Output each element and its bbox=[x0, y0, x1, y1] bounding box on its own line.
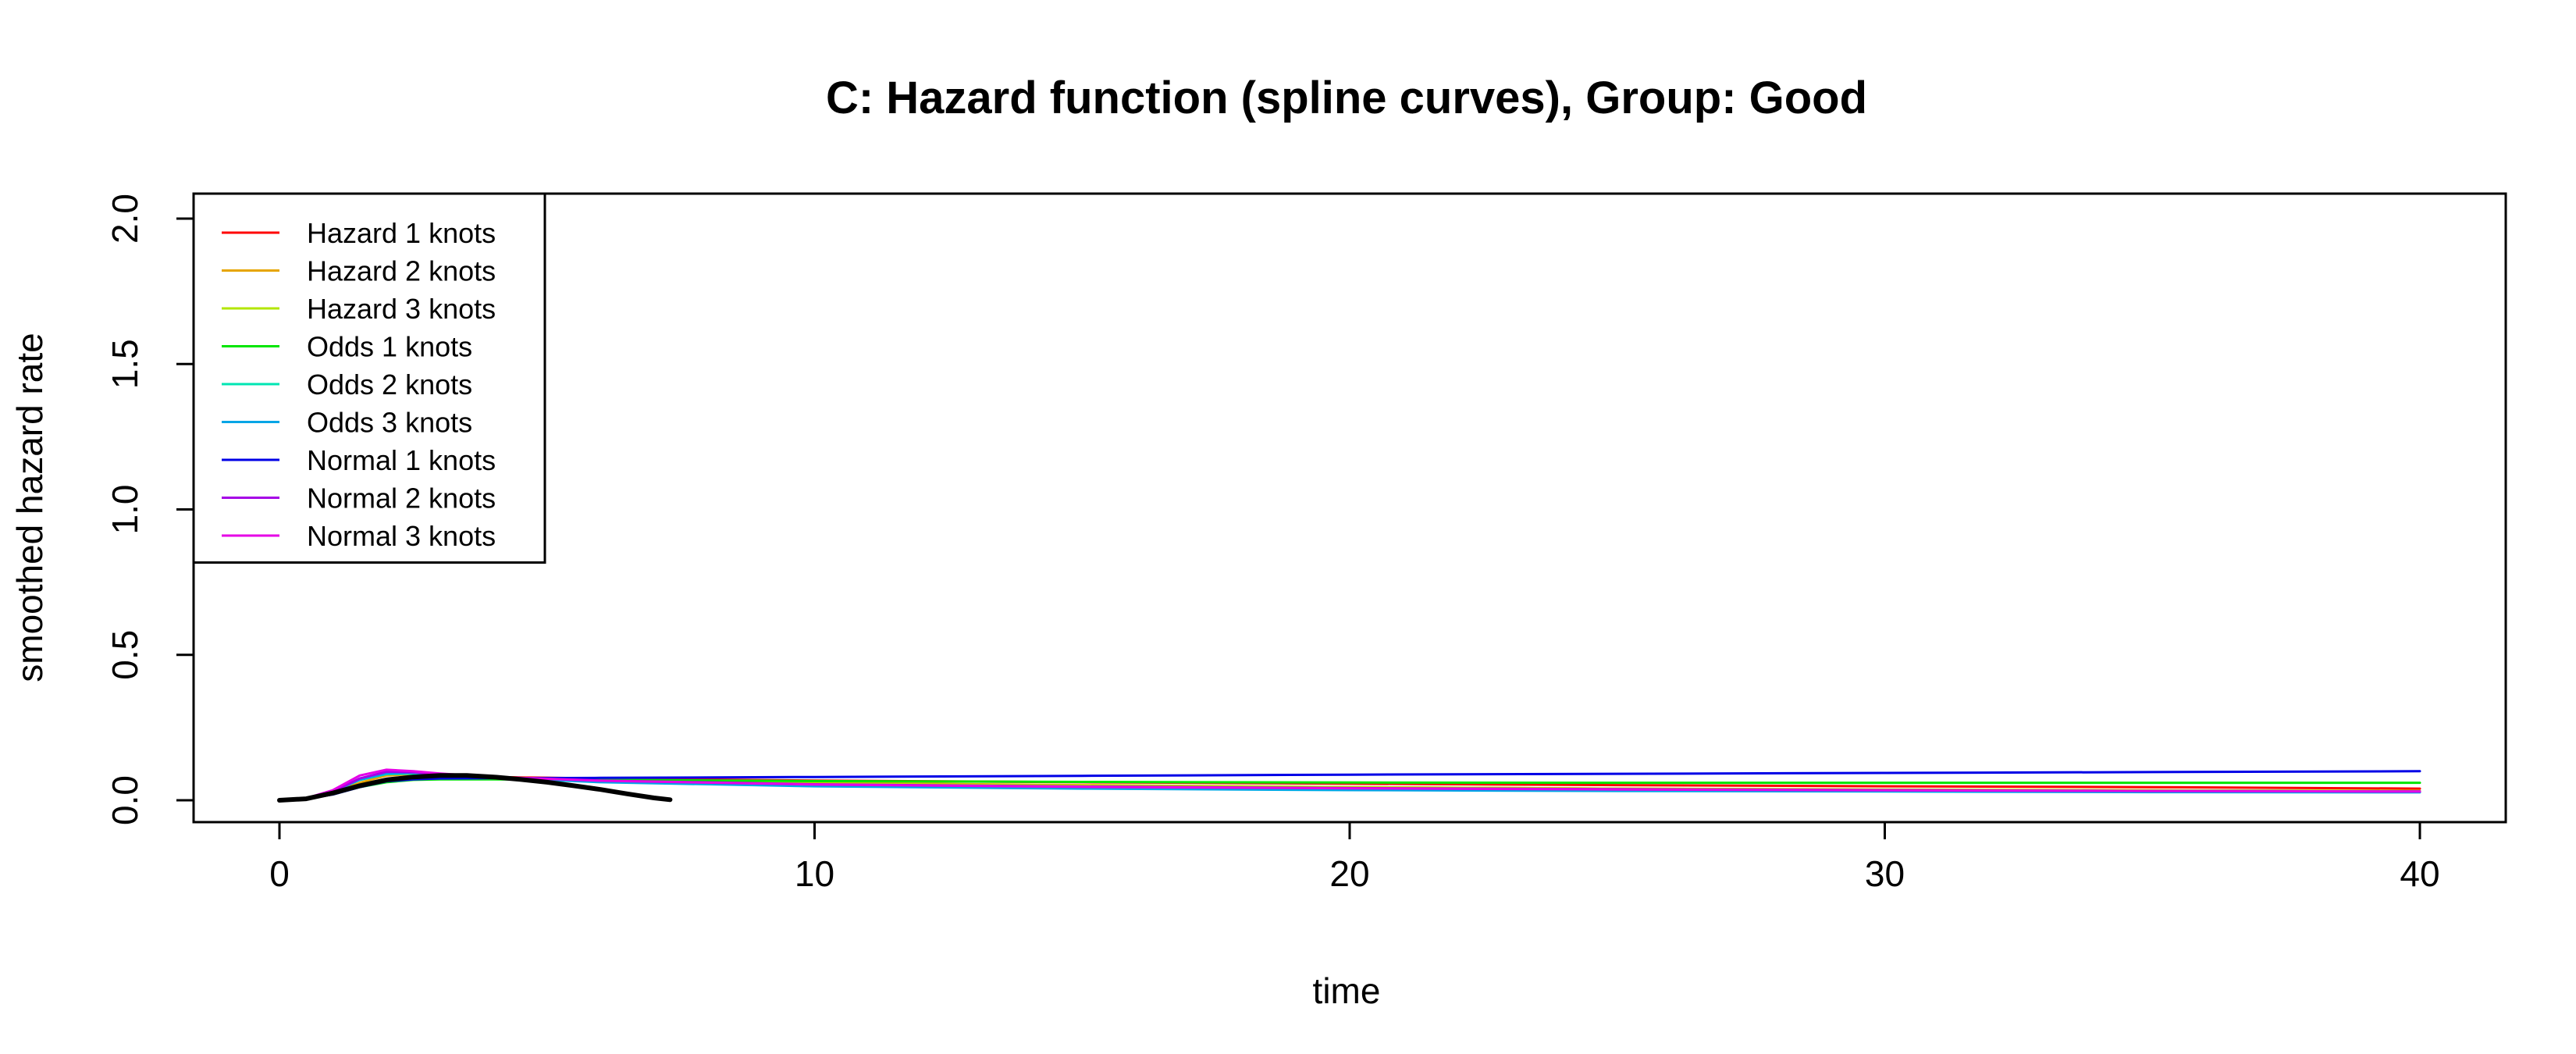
legend-label: Odds 2 knots bbox=[307, 369, 472, 401]
series-line-normal-3-knots bbox=[278, 768, 2421, 802]
legend-label: Odds 1 knots bbox=[307, 331, 472, 363]
x-tick-label: 30 bbox=[1865, 853, 1905, 894]
series-lines bbox=[277, 768, 2421, 803]
y-tick-label: 0.5 bbox=[105, 630, 145, 680]
x-tick-label: 10 bbox=[795, 853, 834, 894]
x-tick-label: 0 bbox=[269, 853, 290, 894]
legend: Hazard 1 knots Hazard 2 knots Hazard 3 kno… bbox=[192, 192, 546, 564]
y-tick-label: 1.5 bbox=[105, 339, 145, 389]
legend-box bbox=[192, 192, 546, 564]
y-axis-label: smoothed hazard rate bbox=[9, 333, 50, 682]
legend-label: Hazard 2 knots bbox=[307, 255, 496, 287]
legend-label: Odds 3 knots bbox=[307, 407, 472, 439]
legend-label: Hazard 3 knots bbox=[307, 293, 496, 325]
chart-title: C: Hazard function (spline curves), Grou… bbox=[826, 73, 1867, 123]
y-tick-label: 1.0 bbox=[105, 485, 145, 535]
x-tick-label: 20 bbox=[1329, 853, 1369, 894]
series-line-normal-1-knots bbox=[278, 770, 2421, 802]
legend-label: Normal 3 knots bbox=[307, 520, 496, 552]
x-tick-label: 40 bbox=[2400, 853, 2439, 894]
y-tick-label: 2.0 bbox=[105, 194, 145, 244]
x-axis-label: time bbox=[1313, 970, 1381, 1011]
legend-label: Hazard 1 knots bbox=[307, 217, 496, 249]
y-tick-label: 0.0 bbox=[105, 775, 145, 825]
series-line-unlabeled bbox=[277, 773, 673, 803]
legend-label: Normal 2 knots bbox=[307, 482, 496, 515]
legend-label: Normal 1 knots bbox=[307, 444, 496, 476]
